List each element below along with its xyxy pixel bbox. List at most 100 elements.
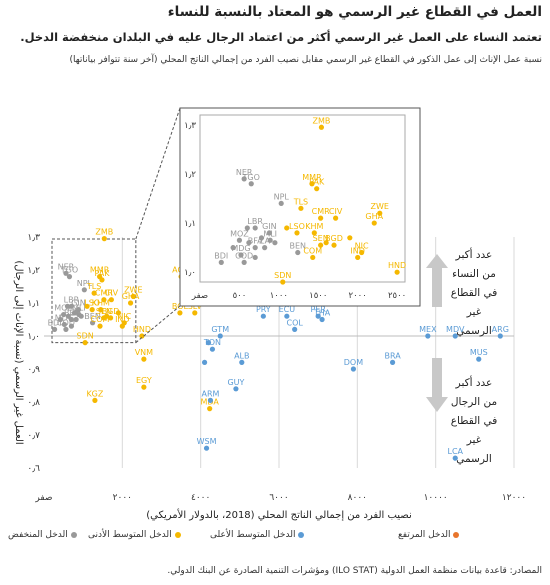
data-point xyxy=(84,303,90,309)
point-label: BEN xyxy=(84,312,101,321)
arrow-down-shaft xyxy=(432,358,442,398)
point-label: ARM xyxy=(201,389,219,398)
inset-point-label: HND xyxy=(388,261,406,270)
data-point xyxy=(115,310,122,316)
inset-data-point xyxy=(318,124,325,130)
data-point xyxy=(389,359,396,365)
data-point xyxy=(217,333,223,339)
point-label: KHM xyxy=(92,299,110,308)
chart-caption: نسبة عمل الإناث إلى عمل الذكور في القطاع… xyxy=(69,55,542,65)
point-label: GUY xyxy=(227,378,244,387)
data-point xyxy=(71,310,78,316)
point-label: BGD xyxy=(102,307,120,316)
point-label: BDI xyxy=(48,318,62,327)
inset-y-tick-label: ١٫١ xyxy=(184,219,196,229)
arrow-up-head xyxy=(426,254,448,268)
inset-x-tick-label: ٢٥٠٠ xyxy=(388,291,406,301)
inset-data-point xyxy=(284,225,290,231)
point-label: MDV xyxy=(446,325,465,334)
source-note: المصادر: قاعدة بيانات منظمة العمل الدولي… xyxy=(167,566,542,576)
inset-point-label: PAK xyxy=(309,178,325,187)
y-tick-label: ١٫٢ xyxy=(27,266,40,276)
point-label: EGY xyxy=(136,376,152,385)
inset-data-point xyxy=(318,215,324,221)
inset-data-point xyxy=(314,186,320,192)
data-point xyxy=(260,313,266,319)
inset-x-tick-label: صفر xyxy=(191,291,208,301)
inset-point-label: MLI xyxy=(263,229,277,238)
point-label: ECU xyxy=(279,305,296,314)
y-tick-label: ٠٫٨ xyxy=(27,398,40,408)
data-point xyxy=(207,406,213,412)
inset-x-tick-label: ١٥٠٠ xyxy=(309,291,327,301)
point-label: LSO xyxy=(84,299,100,308)
inset-point-label: ZWE xyxy=(371,202,389,211)
inset-point-label: MOZ xyxy=(230,229,249,238)
data-point xyxy=(209,346,216,352)
chart-legend: الدخل المنخفض الدخل المتوسط الأدنى الدخل… xyxy=(0,530,550,548)
data-point xyxy=(119,323,125,329)
point-label: LBR xyxy=(64,295,80,304)
inset-point-label: ZMB xyxy=(312,116,330,125)
legend-item-lower-middle: الدخل المتوسط الأدنى xyxy=(88,530,181,540)
point-label: PER xyxy=(310,305,326,314)
inset-y-tick-label: ١٫٢ xyxy=(184,170,196,180)
inset-x-tick-label: ٥٠٠ xyxy=(233,291,247,301)
inset-point-label: COD xyxy=(235,251,253,260)
data-point xyxy=(239,359,245,365)
inset-x-tick-label: ٢٠٠٠ xyxy=(349,291,367,301)
point-label: SDN xyxy=(77,332,94,341)
inset-point-label: CMR xyxy=(312,207,330,216)
data-point xyxy=(64,303,71,309)
inset-data-point xyxy=(241,176,247,182)
point-label: COD xyxy=(57,318,75,327)
inset-data-point xyxy=(377,210,383,216)
data-point xyxy=(452,333,458,339)
data-point xyxy=(91,290,97,296)
inset-data-point xyxy=(355,254,361,261)
inset-data-point xyxy=(311,230,317,236)
y-tick-label: ١٫٣ xyxy=(27,233,40,243)
data-point xyxy=(207,397,214,403)
data-point xyxy=(57,316,64,323)
legend-dot xyxy=(70,531,77,538)
legend-item-high: الدخل المرتفع xyxy=(398,530,460,540)
point-label: TON xyxy=(203,338,221,347)
data-point xyxy=(476,356,482,362)
point-label: TLS xyxy=(86,282,101,291)
inset-data-point xyxy=(272,240,278,246)
x-tick-label: ١٠٠٠٠ xyxy=(424,493,448,503)
subtitle: تعتمد النساء على العمل غير الرسمي أكثر م… xyxy=(20,30,542,44)
data-point xyxy=(497,333,503,339)
x-tick-label: ٨٠٠٠ xyxy=(348,493,367,503)
data-point xyxy=(65,313,71,319)
data-point xyxy=(315,313,321,319)
inset-data-point xyxy=(236,237,243,243)
data-point xyxy=(141,356,147,362)
data-point xyxy=(92,397,98,403)
y-tick-label: ٠٫٦ xyxy=(27,464,40,474)
data-point xyxy=(101,297,107,303)
point-label: MOZ xyxy=(54,304,73,313)
point-label: ZWE xyxy=(124,285,142,294)
inset-point-label: BEN xyxy=(290,242,307,251)
point-label: COL xyxy=(286,318,303,327)
data-point xyxy=(75,307,82,313)
inset-data-point xyxy=(262,245,268,251)
inset-data-point xyxy=(394,269,400,275)
zoom-region-box xyxy=(51,238,137,344)
point-label: BFA xyxy=(64,309,79,318)
point-label: WSM xyxy=(197,437,217,446)
inset-point-label: MDG xyxy=(231,244,250,253)
point-label: MDG xyxy=(55,313,74,322)
inset-point-label: GHA xyxy=(365,212,383,221)
zoom-connector xyxy=(135,305,181,343)
inset-x-tick-label: ١٠٠٠ xyxy=(270,291,288,301)
data-point xyxy=(99,277,105,283)
inset-point-label: KHM xyxy=(305,222,323,231)
data-point xyxy=(205,340,212,346)
inset-data-point xyxy=(310,254,316,261)
inset-data-point xyxy=(323,240,329,246)
data-point xyxy=(201,359,208,365)
x-tick-label: صفر xyxy=(34,493,52,503)
